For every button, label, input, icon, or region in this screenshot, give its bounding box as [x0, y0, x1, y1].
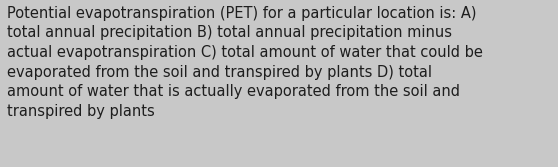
Text: Potential evapotranspiration (PET) for a particular location is: A)
total annual: Potential evapotranspiration (PET) for a… — [7, 6, 483, 119]
